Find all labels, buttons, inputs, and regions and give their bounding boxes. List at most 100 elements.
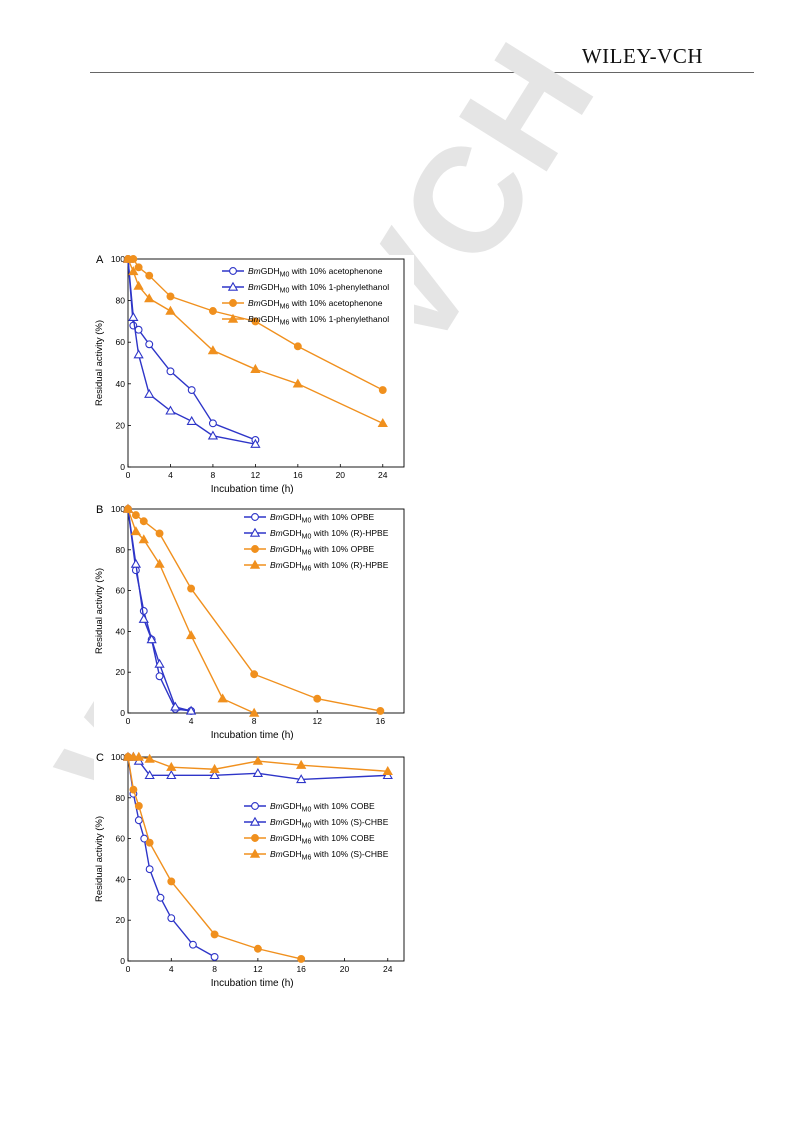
data-point xyxy=(186,415,197,425)
data-point xyxy=(382,765,393,775)
data-point xyxy=(155,529,164,538)
data-point xyxy=(376,707,385,715)
y-tick-label: 20 xyxy=(116,915,126,925)
data-point xyxy=(297,955,306,963)
legend-entry: BmGDHM6 with 10% COBE xyxy=(270,833,375,846)
data-point xyxy=(252,768,264,778)
x-tick-label: 12 xyxy=(253,964,263,974)
data-point xyxy=(122,253,134,263)
legend-entry: BmGDHM6 with 10% (R)-HPBE xyxy=(270,560,389,573)
series-line xyxy=(127,258,256,441)
y-tick-label: 40 xyxy=(116,626,126,636)
data-point xyxy=(210,952,219,961)
data-point xyxy=(185,705,197,715)
data-point xyxy=(188,940,197,949)
series-line xyxy=(127,258,256,445)
data-point xyxy=(145,340,154,349)
legend-marker xyxy=(249,527,261,537)
plot-frame xyxy=(127,508,405,714)
data-point xyxy=(134,802,143,810)
data-point xyxy=(165,305,176,315)
data-point xyxy=(167,877,176,886)
series-3 xyxy=(122,503,260,717)
x-tick-label: 16 xyxy=(293,470,303,480)
legend-marker xyxy=(227,281,239,291)
series-2 xyxy=(124,255,387,394)
x-tick-label: 4 xyxy=(189,716,194,726)
data-point xyxy=(144,293,155,303)
y-tick-label: 100 xyxy=(111,255,125,264)
data-point xyxy=(250,438,261,448)
x-tick-label: 0 xyxy=(126,964,131,974)
data-point xyxy=(122,503,134,513)
x-tick-label: 16 xyxy=(376,716,386,726)
series-line xyxy=(127,508,192,712)
series-line xyxy=(127,756,215,958)
x-tick-label: 4 xyxy=(169,964,174,974)
data-point xyxy=(167,914,176,923)
chart-panel-b: B 0 4 8 12 16 0 20 40 60 80 100 Incubation time (h) R… xyxy=(94,503,405,741)
series-line xyxy=(127,508,192,712)
data-point xyxy=(210,930,219,939)
legend-marker xyxy=(249,816,261,826)
data-point xyxy=(138,613,149,623)
data-point xyxy=(166,770,177,780)
x-tick-label: 12 xyxy=(313,716,323,726)
x-tick-label: 0 xyxy=(126,716,131,726)
series-0 xyxy=(124,753,219,961)
legend-marker xyxy=(251,802,259,810)
publisher-logo: WILEY-VCH xyxy=(582,44,703,69)
data-point xyxy=(217,693,228,703)
data-point xyxy=(253,944,262,953)
x-tick-label: 8 xyxy=(252,716,257,726)
data-point xyxy=(128,311,139,321)
data-point xyxy=(208,419,217,428)
data-point xyxy=(187,386,196,394)
data-point xyxy=(130,558,142,568)
plot-frame xyxy=(127,258,405,468)
y-tick-label: 20 xyxy=(116,667,126,677)
legend-entry: BmGDHM0 with 10% COBE xyxy=(270,801,375,814)
publisher-text: WILEY-VCH xyxy=(581,44,703,68)
data-point xyxy=(140,834,149,843)
plot-frame xyxy=(127,756,405,962)
data-point xyxy=(145,838,154,847)
legend-marker xyxy=(251,513,259,521)
x-axis-label: Incubation time (h) xyxy=(211,730,294,741)
x-tick-label: 0 xyxy=(126,470,131,480)
data-point xyxy=(131,511,140,520)
data-point xyxy=(292,378,303,388)
x-tick-label: 8 xyxy=(211,470,216,480)
figure: A 0 4 8 12 16 20 24 0 20 40 60 80 100 Incubation time … xyxy=(94,253,414,990)
legend-marker xyxy=(251,545,259,553)
legend-marker xyxy=(249,848,261,858)
data-point xyxy=(138,534,149,544)
y-tick-label: 100 xyxy=(111,752,125,762)
data-point xyxy=(166,292,175,301)
data-point xyxy=(207,430,219,440)
y-tick-label: 20 xyxy=(116,420,126,430)
chart-panel-a: A 0 4 8 12 16 20 24 0 20 40 60 80 100 Incubation time … xyxy=(94,253,405,495)
data-point xyxy=(154,558,165,568)
y-tick-label: 0 xyxy=(120,956,125,966)
x-tick-label: 8 xyxy=(212,964,217,974)
series-0 xyxy=(124,255,260,444)
y-tick-label: 60 xyxy=(116,834,126,844)
legend-entry: BmGDHM6 with 10% 1-phenylethanol xyxy=(248,314,389,327)
data-point xyxy=(134,263,143,272)
data-point xyxy=(313,694,322,703)
data-point xyxy=(133,280,144,290)
data-point xyxy=(250,670,259,679)
legend-entry: BmGDHM0 with 10% 1-phenylethanol xyxy=(248,282,389,295)
data-point xyxy=(208,307,217,315)
legend-entry: BmGDHM0 with 10% (S)-CHBE xyxy=(270,817,389,830)
legend: BmGDHM0 with 10% acetophenone BmGDHM0 wit… xyxy=(222,266,389,327)
legend-marker xyxy=(227,313,239,323)
data-point xyxy=(170,701,181,711)
x-tick-label: 24 xyxy=(383,964,393,974)
data-point xyxy=(378,386,387,394)
header-rule xyxy=(90,72,754,73)
x-axis-label: Incubation time (h) xyxy=(211,484,294,495)
legend-marker xyxy=(229,267,237,275)
